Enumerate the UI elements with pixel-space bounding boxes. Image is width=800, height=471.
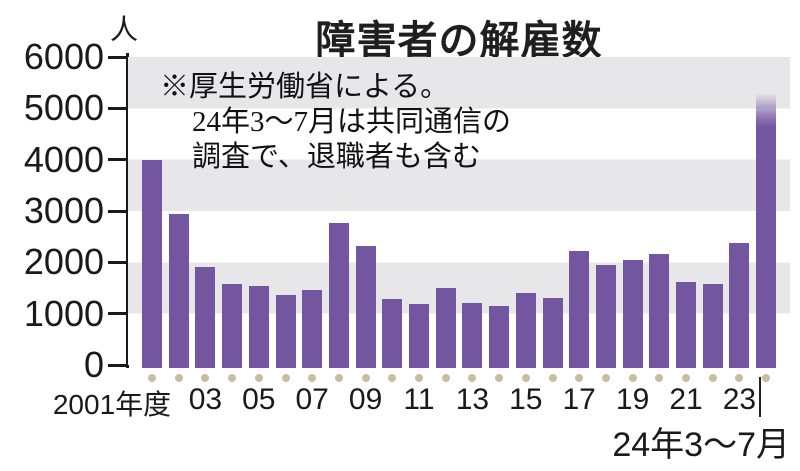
bar-02: [168, 213, 189, 368]
bar-13: [462, 302, 483, 368]
y-axis-tick-4000: [108, 158, 128, 162]
x-axis-label-17: 17: [562, 383, 596, 416]
x-axis-dot-18: [601, 374, 610, 382]
y-axis-label-4000: 4000: [23, 138, 104, 180]
y-axis-tick-6000: [108, 55, 128, 59]
bar-14: [489, 305, 510, 368]
y-axis-label-1000: 1000: [23, 292, 104, 334]
bar-17: [569, 251, 590, 368]
bar-2001年度: [142, 159, 162, 368]
x-axis-dot-2001年度: [148, 374, 156, 382]
bar-19: [622, 259, 643, 368]
x-axis-dot-13: [468, 374, 477, 382]
x-axis-dot-17: [575, 374, 584, 382]
y-axis-label-3000: 3000: [23, 190, 104, 231]
y-axis-tick-1000: [108, 312, 128, 316]
x-axis-label-03: 03: [188, 383, 223, 416]
bar-24年3〜7月: [756, 92, 777, 368]
bar-21: [676, 281, 696, 368]
chart-plot-area: [128, 57, 790, 368]
x-axis-dot-23: [735, 374, 744, 382]
x-axis-dot-15: [521, 374, 530, 382]
y-axis-label-5000: 5000: [23, 87, 104, 129]
x-axis-dot-03: [201, 374, 210, 382]
bar-15: [515, 292, 536, 368]
x-axis-dot-04: [228, 374, 237, 382]
x-axis-label-21: 21: [669, 383, 703, 416]
y-axis-label-6000: 6000: [23, 36, 104, 77]
annotation-line-3: 調査で、退職者も含む: [192, 141, 481, 173]
chart-title: 障害者の解雇数: [315, 19, 603, 63]
x-axis-label-13: 13: [455, 383, 490, 416]
x-axis-dot-14: [495, 374, 504, 382]
x-axis-dot-21: [682, 374, 690, 382]
bar-09: [355, 245, 376, 368]
y-axis-tick-3000: [108, 209, 128, 213]
x-axis-label-19: 19: [615, 383, 650, 416]
bar-18: [595, 265, 616, 368]
x-axis-dot-05: [254, 374, 263, 382]
x-axis-dot-02: [174, 374, 183, 382]
bar-03: [195, 267, 216, 368]
x-axis-dot-12: [441, 374, 450, 382]
bar-12: [435, 288, 456, 368]
y-axis-unit-label: 人: [110, 14, 139, 45]
x-axis-dot-07: [308, 374, 317, 382]
bar-23: [729, 243, 750, 368]
x-axis-label-09: 09: [348, 383, 383, 416]
bar-06: [275, 295, 296, 368]
x-axis-dot-09: [361, 374, 370, 382]
x-axis-dot-20: [655, 374, 664, 382]
bar-22: [702, 284, 723, 368]
y-axis-label-2000: 2000: [23, 241, 104, 283]
x-axis-label-2001年度: 2001年度: [52, 389, 172, 420]
x-axis-dot-11: [415, 374, 423, 382]
bar-11: [409, 303, 429, 368]
x-axis-dot-06: [281, 374, 290, 382]
bar-04: [222, 284, 243, 368]
x-axis-dot-08: [334, 374, 343, 382]
bar-10: [382, 298, 403, 368]
annotation-line-2: 24年3〜7月は共同通信の: [192, 106, 512, 138]
x-axis-label-05: 05: [242, 383, 276, 416]
bar-07: [302, 289, 323, 368]
y-axis-tick-5000: [108, 106, 128, 110]
annotation-line-1: ※厚生労働省による。: [160, 71, 450, 103]
x-axis-label-15: 15: [509, 383, 543, 416]
final-period-label: 24年3〜7月: [612, 426, 790, 464]
bar-08: [328, 222, 349, 368]
x-axis-dot-24年3〜7月: [762, 374, 771, 382]
x-axis-dot-19: [628, 374, 637, 382]
source-annotation: ※厚生労働省による。 24年3〜7月は共同通信の 調査で、退職者も含む: [160, 70, 511, 175]
y-axis-tick-0: [108, 363, 128, 367]
y-axis-tick-2000: [108, 260, 128, 264]
bar-05: [248, 286, 269, 368]
bar-20: [649, 254, 670, 368]
bar-16: [542, 298, 563, 368]
x-axis-dot-22: [708, 374, 717, 382]
x-axis-label-23: 23: [722, 383, 757, 416]
x-axis-label-11: 11: [403, 383, 435, 416]
y-axis-label-0: 0: [83, 344, 104, 385]
x-axis-label-07: 07: [295, 383, 329, 416]
final-period-connector-line: [759, 377, 761, 417]
x-axis-dot-16: [548, 374, 557, 382]
x-axis-dot-10: [388, 374, 397, 382]
